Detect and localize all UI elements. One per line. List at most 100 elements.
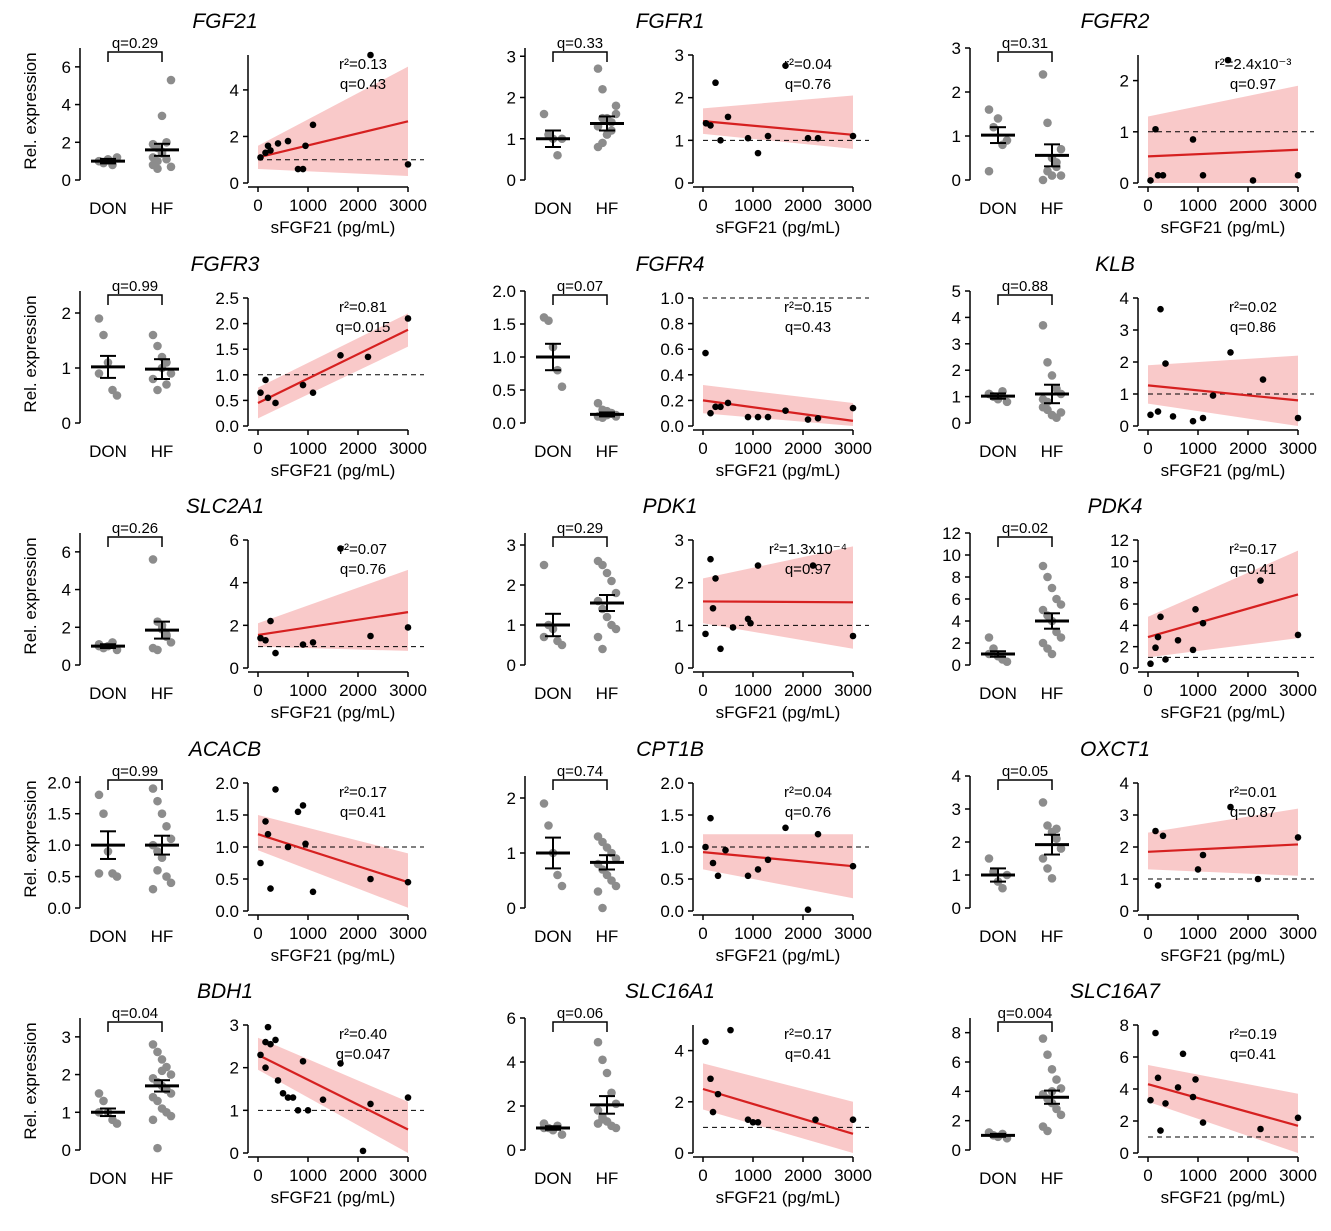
r-squared-label: r²=0.81 bbox=[339, 299, 387, 316]
y-tick-label: 0 bbox=[230, 1144, 239, 1163]
r-squared-label: r²=0.13 bbox=[339, 56, 387, 73]
y-tick-label: 5 bbox=[952, 282, 961, 301]
data-point bbox=[1294, 834, 1302, 841]
r-squared-label: r²=1.3x10⁻⁴ bbox=[769, 541, 847, 558]
x-tick-label: 2000 bbox=[339, 196, 377, 215]
group-label: HF bbox=[1041, 927, 1064, 946]
data-point-hf bbox=[1052, 834, 1061, 843]
y-tick-label: 0.4 bbox=[660, 366, 684, 385]
data-point-hf bbox=[607, 576, 616, 586]
correlation-scatter: 0 1 2 3 0 1000 2000 3000 sFGF21 (pg/mL) r²=0.40 q=… bbox=[230, 1016, 427, 1207]
data-point bbox=[272, 649, 279, 657]
data-point-hf bbox=[153, 1143, 162, 1153]
y-tick-label: 2 bbox=[675, 574, 684, 593]
data-point bbox=[367, 632, 374, 640]
y-tick-label: 8 bbox=[1120, 1016, 1129, 1035]
data-point bbox=[744, 413, 752, 421]
data-point-hf bbox=[1043, 864, 1052, 873]
y-tick-label: 3 bbox=[507, 536, 516, 555]
y-tick-label: 0 bbox=[507, 656, 516, 675]
y-tick-label: 4 bbox=[230, 574, 239, 593]
r-squared-label: r²=0.17 bbox=[784, 1026, 832, 1043]
r-squared-label: r²=0.01 bbox=[1229, 784, 1277, 801]
data-point bbox=[1154, 408, 1162, 415]
regression-line bbox=[1147, 1083, 1299, 1127]
y-tick-label: 3 bbox=[952, 335, 961, 354]
data-point-hf bbox=[598, 644, 607, 654]
q-value-label: q=0.97 bbox=[1230, 76, 1276, 93]
y-tick-label: 0 bbox=[62, 1141, 71, 1160]
regression-line bbox=[702, 600, 854, 604]
y-tick-label: 0 bbox=[1120, 417, 1129, 436]
data-point-hf bbox=[611, 101, 621, 111]
data-point bbox=[1224, 56, 1232, 64]
group-dotplot: 0 1 2 3 DON HF q=0.33 bbox=[507, 35, 624, 218]
data-point-hf bbox=[162, 632, 171, 642]
panel-pdk4: PDK4 0 2 4 6 8 10 12 DON HF q=0.02 0 2 4 6 8 10 12 0 1000 20… bbox=[942, 495, 1317, 722]
x-tick-label: 1000 bbox=[289, 681, 327, 700]
y-tick-label: 0.0 bbox=[215, 417, 239, 436]
data-point bbox=[262, 149, 269, 157]
data-point bbox=[712, 575, 719, 582]
data-point-hf bbox=[602, 1068, 612, 1078]
y-tick-label: 0 bbox=[230, 174, 239, 193]
r-squared-label: r²=0.04 bbox=[784, 56, 832, 73]
data-point bbox=[1257, 577, 1264, 584]
significance-bracket bbox=[997, 51, 1053, 62]
data-point-hf bbox=[593, 887, 603, 896]
data-point bbox=[284, 843, 292, 851]
gene-title: CPT1B bbox=[636, 738, 704, 761]
data-point bbox=[712, 79, 719, 87]
data-point bbox=[1199, 172, 1207, 179]
q-value-label: q=0.76 bbox=[785, 76, 831, 93]
data-point-don bbox=[553, 870, 562, 880]
x-axis-label: sFGF21 (pg/mL) bbox=[1161, 218, 1286, 237]
q-value-label: q=0.004 bbox=[998, 1005, 1053, 1022]
data-point bbox=[1154, 633, 1162, 641]
q-value-label: q=0.74 bbox=[557, 763, 603, 780]
data-point bbox=[404, 624, 412, 631]
group-label: DON bbox=[979, 927, 1017, 946]
data-point bbox=[812, 1116, 819, 1124]
data-point bbox=[299, 641, 307, 648]
q-value-label: q=0.99 bbox=[112, 278, 158, 295]
x-axis-label: sFGF21 (pg/mL) bbox=[716, 461, 841, 480]
data-point bbox=[1147, 1096, 1154, 1104]
significance-bracket bbox=[107, 1021, 163, 1032]
y-tick-label: 2.0 bbox=[215, 315, 239, 334]
y-tick-label: 3 bbox=[952, 39, 961, 58]
confidence-band bbox=[1148, 1065, 1298, 1153]
y-tick-label: 2 bbox=[675, 1093, 684, 1112]
data-point bbox=[1209, 392, 1217, 399]
q-value-label: q=0.41 bbox=[340, 804, 386, 821]
q-value-label: q=0.41 bbox=[785, 1046, 831, 1063]
panel-klb: KLB 0 1 2 3 4 5 DON HF q=0.88 0 1 2 3 4 0 1000 2000 3000 sF… bbox=[952, 253, 1317, 480]
data-point bbox=[1154, 1074, 1162, 1082]
gene-title: FGFR2 bbox=[1081, 10, 1150, 33]
y-tick-label: 1.0 bbox=[47, 836, 71, 855]
y-tick-label: 0 bbox=[62, 414, 71, 433]
y-tick-label: 1.5 bbox=[660, 806, 684, 825]
correlation-scatter: 0 1 2 3 0 1000 2000 3000 sFGF21 (pg/mL) r²=0.04 q=… bbox=[675, 46, 872, 237]
gene-title: ACACB bbox=[187, 738, 261, 761]
data-point bbox=[804, 906, 812, 914]
x-axis-label: sFGF21 (pg/mL) bbox=[271, 461, 396, 480]
y-tick-label: 1.0 bbox=[215, 366, 239, 385]
data-point bbox=[814, 134, 822, 142]
q-value-label: q=0.43 bbox=[785, 319, 831, 336]
group-label: DON bbox=[89, 684, 127, 703]
data-point bbox=[299, 802, 307, 809]
y-tick-label: 6 bbox=[62, 543, 71, 562]
data-point-hf bbox=[593, 1037, 603, 1047]
data-point-hf bbox=[611, 588, 621, 598]
confidence-band bbox=[703, 546, 853, 649]
y-tick-label: 1.0 bbox=[660, 838, 684, 857]
y-tick-label: 2 bbox=[507, 89, 516, 108]
data-point bbox=[294, 1107, 302, 1114]
confidence-band bbox=[1148, 808, 1298, 876]
y-tick-label: 10 bbox=[942, 546, 961, 565]
r-squared-label: r²=0.04 bbox=[784, 784, 832, 801]
q-value-label: q=0.33 bbox=[557, 35, 603, 52]
data-point bbox=[1159, 172, 1167, 179]
